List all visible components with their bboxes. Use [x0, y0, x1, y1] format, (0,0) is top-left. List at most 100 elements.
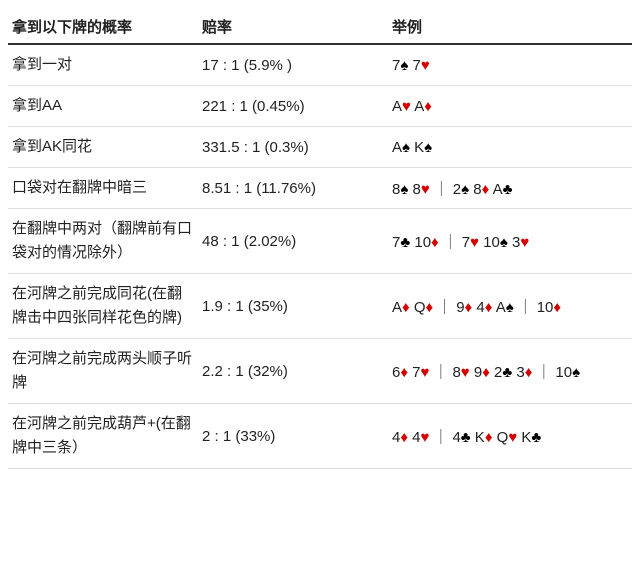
card-rank: 7	[412, 364, 420, 381]
card-suit: ♥	[402, 98, 411, 115]
card-suit: ♦	[553, 299, 561, 316]
card-suit: ♠	[400, 57, 408, 74]
card-suit: ♥	[508, 429, 517, 446]
card: 8♥	[452, 364, 469, 381]
card: 3♦	[516, 364, 532, 381]
card-suit: ♦	[400, 429, 408, 446]
card-suit: ♠	[506, 299, 514, 316]
card: 7♥	[412, 364, 429, 381]
card: A♦	[392, 299, 410, 316]
cell-odds: 1.9 : 1 (35%)	[198, 274, 388, 339]
card-suit: ♣	[502, 364, 512, 381]
card-group-separator: ｜	[443, 234, 458, 251]
card: A♦	[414, 98, 432, 115]
card: K♦	[475, 429, 493, 446]
card-suit: ♦	[482, 181, 490, 198]
card: 7♥	[462, 234, 479, 251]
cell-prob: 口袋对在翻牌中暗三	[8, 168, 198, 209]
card: K♣	[521, 429, 541, 446]
cell-prob: 在河牌之前完成同花(在翻牌击中四张同样花色的牌)	[8, 274, 198, 339]
card-rank: 4	[476, 299, 484, 316]
cell-example: A♥ A♦	[388, 86, 632, 127]
cell-example: 8♠ 8♥｜2♠ 8♦ A♣	[388, 168, 632, 209]
card-rank: 2	[453, 181, 461, 198]
card-rank: 9	[474, 364, 482, 381]
card-rank: 10	[483, 234, 500, 251]
card: 2♣	[494, 364, 512, 381]
card-rank: A	[496, 299, 506, 316]
card-suit: ♦	[485, 299, 493, 316]
card: 10♦	[414, 234, 438, 251]
card-suit: ♥	[461, 364, 470, 381]
card-rank: 8	[473, 181, 481, 198]
card: 4♦	[392, 429, 408, 446]
card-rank: K	[414, 139, 424, 156]
card: 9♦	[474, 364, 490, 381]
card: Q♦	[414, 299, 433, 316]
cell-prob: 在河牌之前完成两头顺子听牌	[8, 339, 198, 404]
card: 7♠	[392, 57, 408, 74]
card-rank: K	[475, 429, 485, 446]
card-group-separator: ｜	[434, 181, 449, 198]
card-group-separator: ｜	[437, 299, 452, 316]
card: 10♠	[555, 364, 580, 381]
table-row: 拿到AA221 : 1 (0.45%)A♥ A♦	[8, 86, 632, 127]
card-suit: ♣	[531, 429, 541, 446]
cell-example: 6♦ 7♥｜8♥ 9♦ 2♣ 3♦｜10♠	[388, 339, 632, 404]
card-suit: ♦	[525, 364, 533, 381]
card-rank: 8	[412, 181, 420, 198]
cell-odds: 8.51 : 1 (11.76%)	[198, 168, 388, 209]
card: A♣	[493, 181, 513, 198]
cell-example: 7♠ 7♥	[388, 44, 632, 86]
card-rank: A	[392, 98, 402, 115]
card-rank: 7	[412, 57, 420, 74]
card-rank: A	[392, 139, 402, 156]
card-suit: ♦	[465, 299, 473, 316]
cell-prob: 在翻牌中两对（翻牌前有口袋对的情况除外）	[8, 209, 198, 274]
table-header-row: 拿到以下牌的概率 赔率 举例	[8, 8, 632, 44]
card: 7♥	[412, 57, 429, 74]
card-suit: ♠	[402, 139, 410, 156]
card-suit: ♦	[400, 364, 408, 381]
card: Q♥	[497, 429, 518, 446]
card-suit: ♦	[482, 364, 490, 381]
card: 4♥	[412, 429, 429, 446]
card-rank: Q	[497, 429, 509, 446]
card-rank: K	[521, 429, 531, 446]
col-header-prob: 拿到以下牌的概率	[8, 8, 198, 44]
card-group-separator: ｜	[433, 364, 448, 381]
cell-odds: 48 : 1 (2.02%)	[198, 209, 388, 274]
card: A♠	[496, 299, 514, 316]
card-group-separator: ｜	[433, 429, 448, 446]
card-suit: ♥	[421, 181, 430, 198]
col-header-example: 举例	[388, 8, 632, 44]
card: 8♥	[412, 181, 429, 198]
card-rank: A	[392, 299, 402, 316]
card-suit: ♥	[421, 57, 430, 74]
card-suit: ♦	[402, 299, 410, 316]
card: 3♥	[512, 234, 529, 251]
col-header-odds: 赔率	[198, 8, 388, 44]
cell-odds: 2 : 1 (33%)	[198, 404, 388, 469]
table-row: 拿到一对17 : 1 (5.9% )7♠ 7♥	[8, 44, 632, 86]
card: K♠	[414, 139, 432, 156]
cell-prob: 拿到AA	[8, 86, 198, 127]
cell-odds: 17 : 1 (5.9% )	[198, 44, 388, 86]
card-rank: 7	[462, 234, 470, 251]
card-rank: 9	[456, 299, 464, 316]
card-suit: ♠	[461, 181, 469, 198]
card-suit: ♣	[461, 429, 471, 446]
card-suit: ♣	[503, 181, 513, 198]
card-suit: ♥	[421, 364, 430, 381]
card: A♠	[392, 139, 410, 156]
card-suit: ♠	[400, 181, 408, 198]
table-row: 口袋对在翻牌中暗三8.51 : 1 (11.76%)8♠ 8♥｜2♠ 8♦ A♣	[8, 168, 632, 209]
card-rank: A	[493, 181, 503, 198]
card: 7♣	[392, 234, 410, 251]
card-suit: ♠	[572, 364, 580, 381]
cell-example: A♠ K♠	[388, 127, 632, 168]
card: 2♠	[453, 181, 469, 198]
card: 8♦	[473, 181, 489, 198]
table-row: 在翻牌中两对（翻牌前有口袋对的情况除外）48 : 1 (2.02%)7♣ 10♦…	[8, 209, 632, 274]
cell-odds: 221 : 1 (0.45%)	[198, 86, 388, 127]
